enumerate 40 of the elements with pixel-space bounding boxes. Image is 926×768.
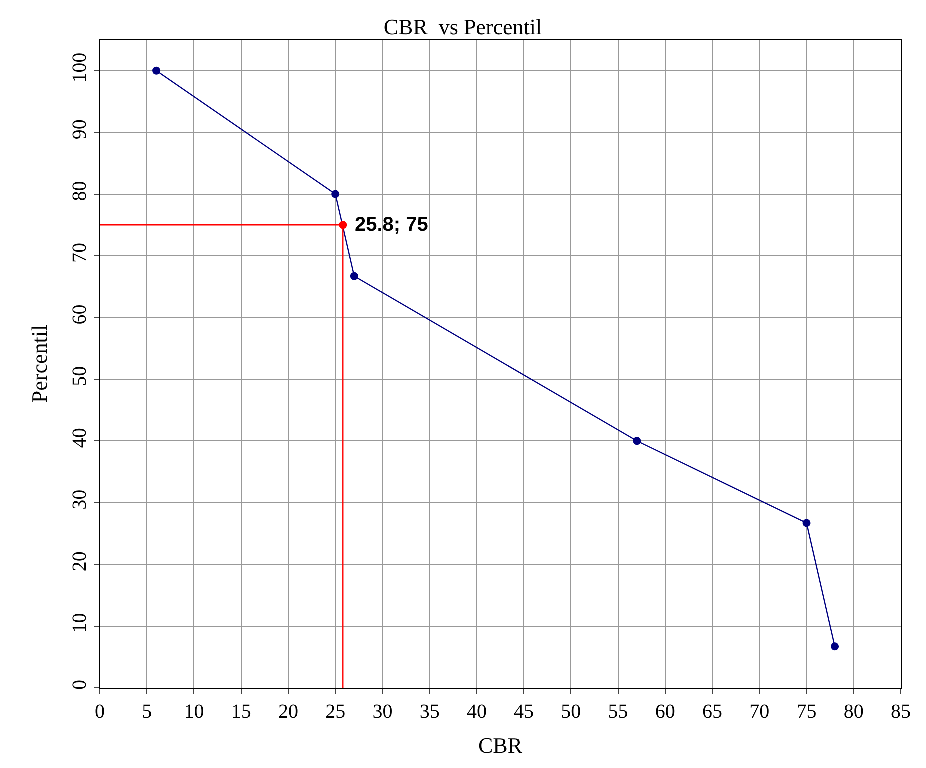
y-tick-label: 70 — [69, 243, 91, 263]
point — [350, 272, 358, 280]
y-tick-label: 100 — [69, 52, 91, 83]
y-tick-label: 90 — [69, 120, 91, 140]
annotation: 25.8; 75 — [355, 214, 428, 236]
chart-title: CBR vs Percentil — [384, 14, 542, 40]
y-tick-label: 40 — [69, 428, 91, 448]
x-tick-label: 85 — [891, 701, 911, 723]
x-tick-label: 45 — [514, 701, 534, 723]
x-tick-label: 20 — [278, 701, 298, 723]
y-tick-label: 80 — [69, 181, 91, 202]
y-axis-title: Percentil — [26, 324, 52, 404]
x-tick-label: 60 — [655, 701, 676, 723]
x-tick-label: 55 — [608, 701, 628, 723]
x-tick-label: 0 — [95, 701, 105, 723]
x-axis-title: CBR — [478, 732, 523, 758]
x-tick-label: 80 — [844, 701, 864, 723]
x-tick-label: 35 — [420, 701, 440, 723]
y-tick-label: 10 — [69, 613, 91, 634]
x-tick-label: 50 — [561, 701, 582, 723]
x-tick-label: 15 — [231, 701, 252, 723]
y-tick-label: 0 — [69, 680, 91, 690]
y-tick-label: 20 — [69, 552, 91, 572]
point — [831, 642, 840, 651]
y-tick-label: 50 — [69, 366, 91, 386]
x-tick-label: 70 — [750, 701, 770, 723]
x-tick-label: 5 — [142, 701, 152, 723]
x-tick-label: 75 — [796, 701, 817, 723]
y-tick-label: 60 — [69, 304, 91, 325]
x-tick-label: 25 — [326, 701, 346, 723]
x-tick-label: 30 — [372, 701, 393, 723]
point — [802, 519, 811, 528]
point — [633, 437, 642, 446]
x-tick-label: 10 — [184, 701, 204, 723]
point — [332, 190, 340, 198]
point — [152, 66, 161, 75]
point — [339, 221, 348, 230]
x-tick-label: 65 — [702, 701, 723, 723]
x-tick-label: 40 — [466, 701, 487, 723]
y-tick-label: 30 — [69, 490, 91, 510]
